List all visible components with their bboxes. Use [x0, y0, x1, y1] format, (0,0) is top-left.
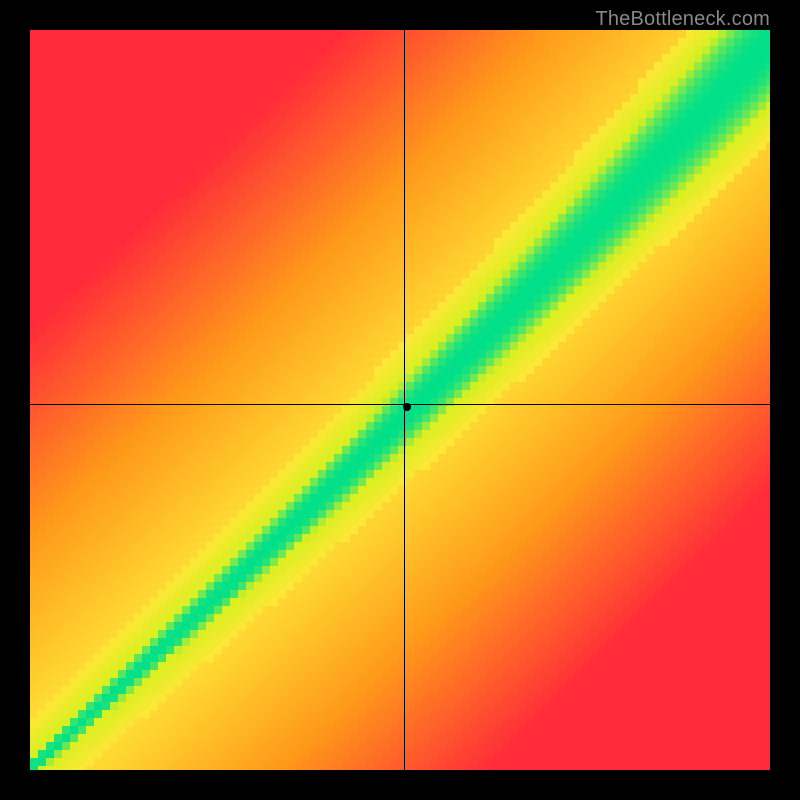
- crosshair-horizontal: [30, 404, 770, 405]
- marker-point: [403, 403, 411, 411]
- watermark-text: TheBottleneck.com: [595, 8, 770, 31]
- crosshair-vertical: [404, 30, 405, 770]
- chart-frame: TheBottleneck.com: [0, 0, 800, 800]
- plot-area: [30, 30, 770, 770]
- heatmap-canvas: [30, 30, 770, 770]
